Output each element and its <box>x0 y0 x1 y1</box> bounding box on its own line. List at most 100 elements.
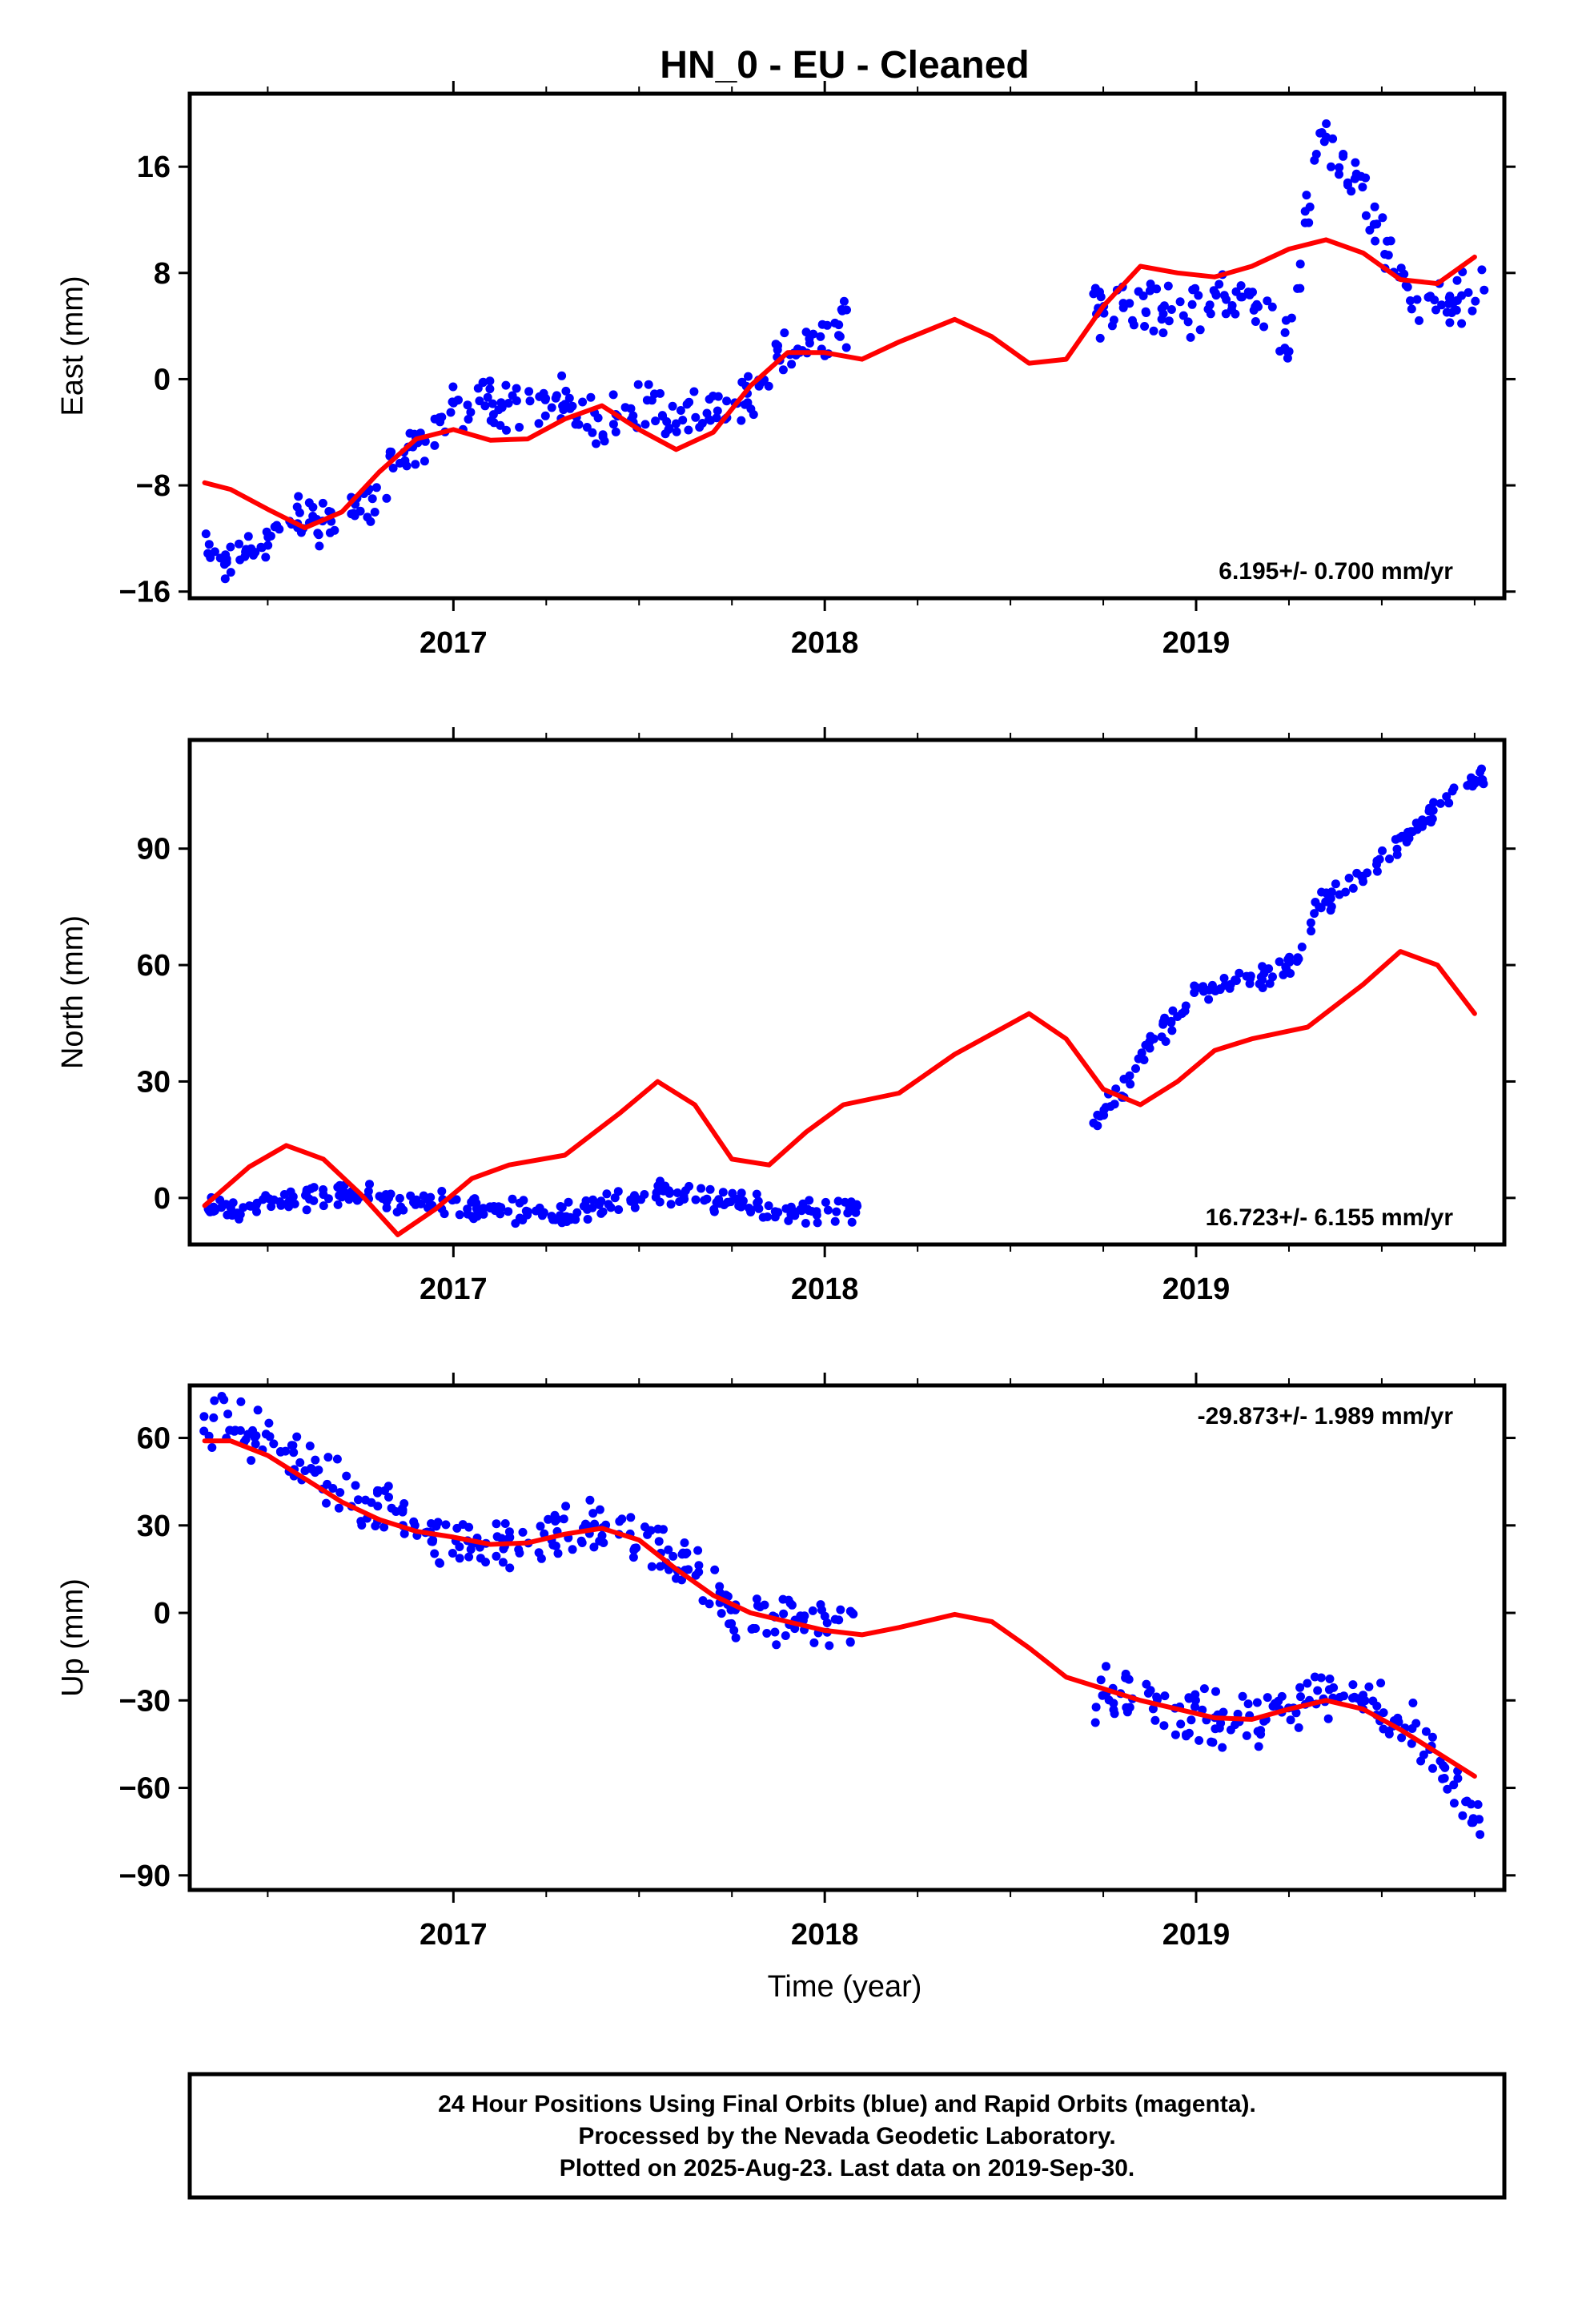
data-point <box>311 1468 319 1478</box>
data-point <box>647 396 656 405</box>
data-point <box>1407 1724 1417 1733</box>
data-point <box>265 1432 275 1441</box>
data-point <box>1195 325 1205 335</box>
data-point <box>820 1611 829 1621</box>
x-tick-label: 2017 <box>420 1918 488 1952</box>
data-point <box>311 1455 320 1465</box>
data-point <box>559 1514 568 1524</box>
data-point <box>1186 1715 1196 1725</box>
data-point <box>1149 1034 1158 1043</box>
data-point <box>464 1522 474 1532</box>
data-point <box>808 1606 817 1615</box>
data-point <box>373 1502 383 1511</box>
data-point <box>283 1197 293 1207</box>
data-point <box>677 1550 687 1559</box>
data-point <box>1199 1684 1209 1694</box>
data-point <box>423 1195 432 1204</box>
data-point <box>1205 300 1215 310</box>
data-point <box>398 1507 408 1517</box>
data-point <box>1462 1796 1472 1806</box>
x-tick-label: 2018 <box>791 626 859 660</box>
data-point <box>737 1188 746 1198</box>
data-point <box>1341 887 1350 897</box>
data-point <box>822 320 832 330</box>
model-fit-line <box>202 949 1477 1237</box>
data-point <box>279 1190 289 1199</box>
data-point <box>524 387 534 396</box>
data-point <box>1294 954 1303 963</box>
data-point <box>250 1433 259 1442</box>
y-tick-label: 8 <box>154 257 171 291</box>
data-point <box>694 1567 704 1577</box>
data-point <box>801 328 811 337</box>
data-point <box>608 420 618 429</box>
data-point <box>236 1397 246 1406</box>
data-point <box>1157 1032 1166 1042</box>
data-point <box>1091 1703 1101 1712</box>
data-point <box>564 1197 573 1207</box>
model-fit-line <box>202 237 1477 531</box>
data-point <box>1118 299 1128 308</box>
data-point <box>691 1195 701 1204</box>
data-point <box>384 1493 393 1502</box>
data-point <box>1351 169 1361 179</box>
data-point <box>220 574 230 584</box>
data-point <box>629 1546 639 1555</box>
y-tick-label: 0 <box>154 1182 171 1216</box>
data-point <box>309 1196 319 1205</box>
data-point <box>705 1184 715 1194</box>
data-point <box>1315 128 1325 138</box>
data-point <box>544 1514 553 1524</box>
data-point <box>223 1210 232 1220</box>
data-point <box>1134 1054 1143 1063</box>
y-tick-label: 60 <box>137 1422 171 1456</box>
data-point <box>813 1218 822 1228</box>
data-point <box>512 384 521 393</box>
data-point <box>441 1520 451 1530</box>
data-point <box>1449 783 1459 793</box>
data-point <box>1126 1080 1135 1089</box>
data-point <box>1145 286 1154 296</box>
data-point <box>1384 1729 1394 1739</box>
data-point <box>222 557 231 567</box>
data-point <box>335 1488 345 1498</box>
data-point <box>705 415 714 424</box>
data-point <box>1368 1696 1378 1706</box>
data-point <box>455 1554 464 1563</box>
data-point <box>332 1454 342 1464</box>
data-point <box>472 1198 481 1208</box>
data-point <box>1477 265 1487 275</box>
data-point <box>809 1638 819 1647</box>
data-point <box>781 1631 790 1640</box>
data-point <box>585 1495 595 1505</box>
data-point <box>1283 353 1292 363</box>
data-point <box>235 1425 245 1435</box>
data-point <box>1428 1763 1437 1773</box>
y-tick-label: 60 <box>137 949 171 983</box>
data-point <box>322 1498 331 1508</box>
data-point <box>1280 328 1290 337</box>
data-point <box>1303 1679 1312 1688</box>
y-axis-label: North (mm) <box>56 915 90 1069</box>
data-point <box>1348 1680 1358 1690</box>
data-point <box>1204 995 1214 1004</box>
data-point <box>209 1202 219 1212</box>
data-point <box>251 548 260 557</box>
data-point <box>1415 316 1423 325</box>
data-point <box>201 529 211 539</box>
data-point <box>675 1197 685 1206</box>
data-point <box>1378 213 1387 223</box>
data-point <box>1141 307 1150 316</box>
data-point <box>371 1522 380 1530</box>
data-point <box>715 1582 725 1591</box>
data-point <box>275 525 284 534</box>
data-point <box>1122 1703 1131 1712</box>
data-point <box>640 420 650 429</box>
data-point <box>681 1186 690 1196</box>
data-point <box>673 1188 682 1197</box>
data-point <box>1364 1682 1374 1691</box>
data-point <box>1263 1693 1272 1703</box>
data-point <box>1236 292 1246 302</box>
data-point <box>644 380 653 389</box>
data-point <box>749 1623 758 1633</box>
